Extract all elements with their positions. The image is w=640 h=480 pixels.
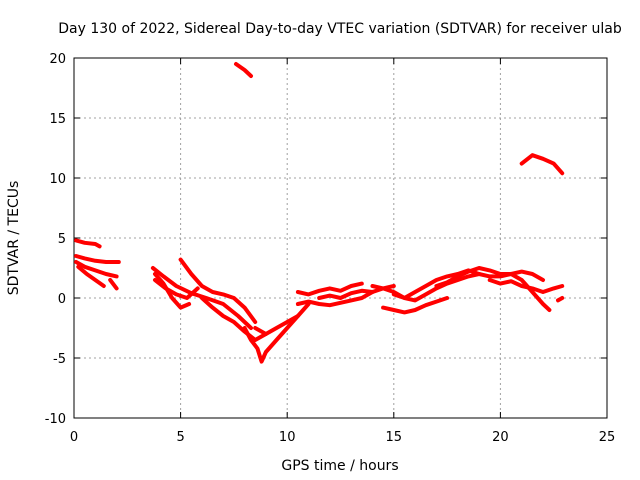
series-arc-16 [370, 272, 482, 303]
series-arc-10 [199, 296, 268, 342]
series-arc-21 [509, 272, 552, 312]
series-arc-1 [74, 238, 102, 249]
series-arc-3 [74, 260, 119, 279]
series-arc-6 [150, 266, 253, 330]
series-arc-14 [295, 281, 364, 297]
y-tick-label: 5 [58, 232, 66, 247]
series-arc-8 [153, 272, 192, 310]
y-tick-label: -5 [53, 352, 66, 367]
y-axis-label: SDTVAR / TECUs [6, 181, 22, 296]
y-tick-label: -10 [45, 412, 66, 427]
ticks: 0 5 10 15 20 25 -10 -5 0 5 10 15 20 [45, 52, 616, 445]
series-arc-13 [295, 290, 375, 308]
chart-title: Day 130 of 2022, Sidereal Day-to-day VTE… [58, 21, 622, 37]
series-arc-23 [234, 62, 253, 78]
y-tick-label: 10 [49, 172, 66, 187]
series-arc-17 [381, 296, 450, 315]
series-arc-7 [153, 278, 200, 300]
x-tick-label: 25 [599, 430, 616, 445]
y-tick-label: 0 [58, 292, 66, 307]
series-arc-4 [76, 264, 106, 288]
x-tick-label: 5 [176, 430, 184, 445]
x-tick-label: 20 [492, 430, 509, 445]
series-arc-9 [178, 257, 258, 324]
series-layer [74, 62, 565, 364]
series-arc-11 [242, 302, 311, 364]
series-arc-24 [519, 153, 565, 176]
x-axis-label: GPS time / hours [281, 458, 398, 474]
grid [74, 58, 607, 418]
x-tick-label: 0 [70, 430, 78, 445]
y-tick-label: 15 [49, 112, 66, 127]
series-arc-18 [391, 268, 514, 300]
series-arc-2 [74, 254, 121, 264]
series-arc-19 [434, 266, 545, 288]
y-tick-label: 20 [49, 52, 66, 67]
series-arc-12 [253, 314, 300, 336]
x-tick-label: 10 [279, 430, 296, 445]
x-tick-label: 15 [386, 430, 403, 445]
series-arc-5 [108, 278, 119, 291]
series-arc-22 [556, 296, 565, 303]
